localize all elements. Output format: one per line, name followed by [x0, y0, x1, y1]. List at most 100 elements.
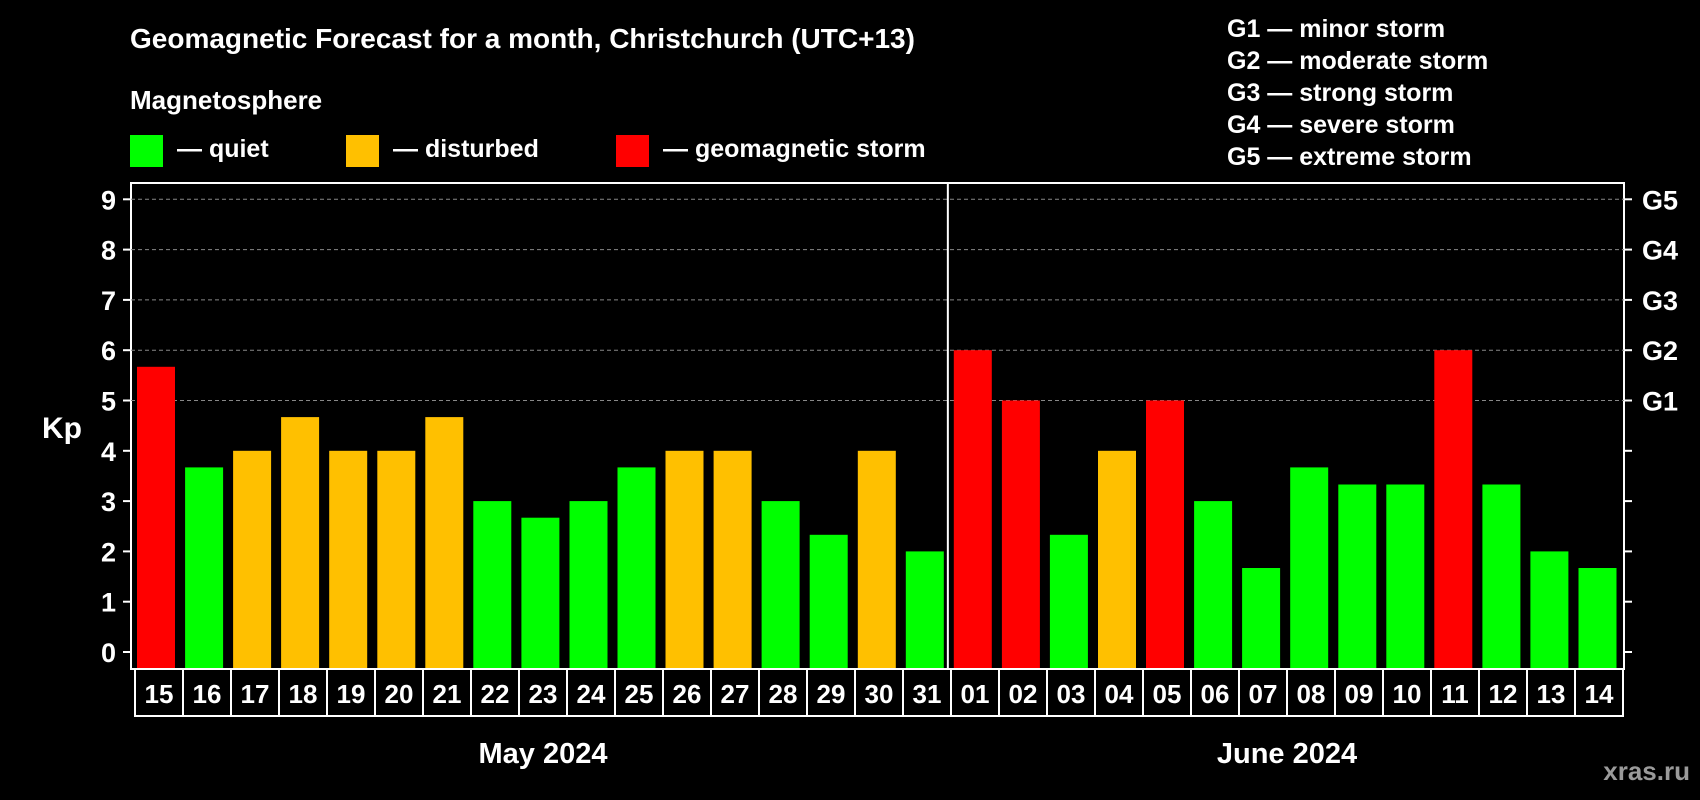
- day-label: 29: [817, 679, 846, 709]
- legend-heading: Magnetosphere: [130, 85, 322, 115]
- bar: [809, 534, 848, 669]
- day-label: 31: [913, 679, 942, 709]
- y-tick-label: 4: [101, 437, 116, 467]
- day-label: 05: [1153, 679, 1182, 709]
- day-label: 22: [481, 679, 510, 709]
- day-label: 09: [1345, 679, 1374, 709]
- day-label: 26: [673, 679, 702, 709]
- day-label: 02: [1009, 679, 1038, 709]
- bar: [425, 417, 464, 669]
- y-tick-label: 6: [101, 336, 116, 366]
- y-tick-label: 0: [101, 638, 116, 668]
- legend-label-storm: — geomagnetic storm: [663, 135, 926, 163]
- day-label: 14: [1585, 679, 1614, 709]
- day-label: 06: [1201, 679, 1230, 709]
- bar: [1242, 568, 1281, 669]
- day-label: 15: [145, 679, 174, 709]
- bar: [713, 450, 752, 669]
- storm-scale-g1: G1 — minor storm: [1227, 15, 1445, 43]
- day-label: 27: [721, 679, 750, 709]
- day-label: 19: [337, 679, 366, 709]
- y-tick-label: 5: [101, 387, 116, 417]
- storm-scale-g5: G5 — extreme storm: [1227, 143, 1472, 171]
- day-label: 20: [385, 679, 414, 709]
- storm-level-label: G5: [1642, 185, 1678, 215]
- day-label: 21: [433, 679, 462, 709]
- day-label: 18: [289, 679, 318, 709]
- bar: [233, 450, 272, 669]
- month-label: May 2024: [479, 738, 608, 770]
- day-label: 03: [1057, 679, 1086, 709]
- legend-swatch-quiet: [130, 135, 163, 167]
- y-tick-label: 3: [101, 487, 116, 517]
- legend-label-disturbed: — disturbed: [393, 135, 539, 163]
- bar: [617, 467, 656, 669]
- storm-level-label: G2: [1642, 336, 1678, 366]
- bar: [953, 350, 992, 669]
- bar: [1001, 400, 1040, 669]
- day-label: 24: [577, 679, 606, 709]
- storm-scale-g4: G4 — severe storm: [1227, 111, 1455, 139]
- y-tick-label: 8: [101, 236, 116, 266]
- storm-level-label: G4: [1642, 236, 1678, 266]
- bar: [1578, 568, 1617, 669]
- y-tick-label: 2: [101, 537, 116, 567]
- legend-swatch-disturbed: [346, 135, 379, 167]
- day-label: 30: [865, 679, 894, 709]
- y-tick-label: 7: [101, 286, 116, 316]
- bars: [137, 350, 1617, 669]
- storm-scale-g2: G2 — moderate storm: [1227, 47, 1488, 75]
- bar: [1530, 551, 1569, 669]
- bar: [761, 501, 800, 669]
- day-label: 16: [193, 679, 222, 709]
- day-labels: 15 16 17 18 19 20 21 22 23 24 25 26 27 28 29 30 31 01 02 03…: [134, 668, 1624, 770]
- day-label: 13: [1537, 679, 1566, 709]
- bar: [1098, 450, 1136, 669]
- bar: [281, 417, 320, 669]
- day-label: 01: [961, 679, 990, 709]
- bar: [905, 551, 944, 669]
- bar: [329, 450, 368, 669]
- day-label: 23: [529, 679, 558, 709]
- bar: [521, 517, 560, 669]
- bar: [569, 501, 608, 669]
- bar: [665, 450, 704, 669]
- legend-label-quiet: — quiet: [177, 135, 269, 163]
- bar: [1338, 484, 1377, 669]
- bar: [473, 501, 512, 669]
- day-label: 07: [1249, 679, 1278, 709]
- bar: [1290, 467, 1329, 669]
- storm-level-label: G3: [1642, 286, 1678, 316]
- bar: [1049, 534, 1088, 669]
- day-label: 11: [1441, 679, 1469, 709]
- chart-title: Geomagnetic Forecast for a month, Christ…: [130, 23, 915, 54]
- grid-lines: [131, 198, 1624, 401]
- y-tick-label: 1: [101, 588, 116, 618]
- bar: [1386, 484, 1425, 669]
- day-label: 08: [1297, 679, 1326, 709]
- legend: — quiet — disturbed — geomagnetic storm: [130, 135, 926, 167]
- storm-level-label: G1: [1642, 387, 1678, 417]
- day-label: 17: [241, 679, 270, 709]
- day-label: 25: [625, 679, 654, 709]
- bar: [137, 366, 175, 669]
- axes: 0 1 2 3 4 5 6 7 8 9 G1 G2 G3 G4 G5: [101, 183, 1678, 669]
- y-axis-label: Kp: [42, 412, 82, 445]
- day-label: 10: [1393, 679, 1422, 709]
- day-label: 04: [1105, 679, 1134, 709]
- bar: [185, 467, 224, 669]
- bar: [857, 450, 896, 669]
- y-tick-label: 9: [101, 185, 116, 215]
- bar: [377, 450, 416, 669]
- bar: [1482, 484, 1521, 669]
- watermark: xras.ru: [1603, 756, 1690, 786]
- day-label-strip: [134, 668, 1624, 717]
- storm-scale-g3: G3 — strong storm: [1227, 79, 1453, 107]
- bar: [1434, 350, 1473, 669]
- month-label: June 2024: [1217, 738, 1357, 770]
- legend-swatch-storm: [616, 135, 649, 167]
- bar: [1194, 501, 1233, 669]
- day-label: 12: [1489, 679, 1518, 709]
- day-label: 28: [769, 679, 798, 709]
